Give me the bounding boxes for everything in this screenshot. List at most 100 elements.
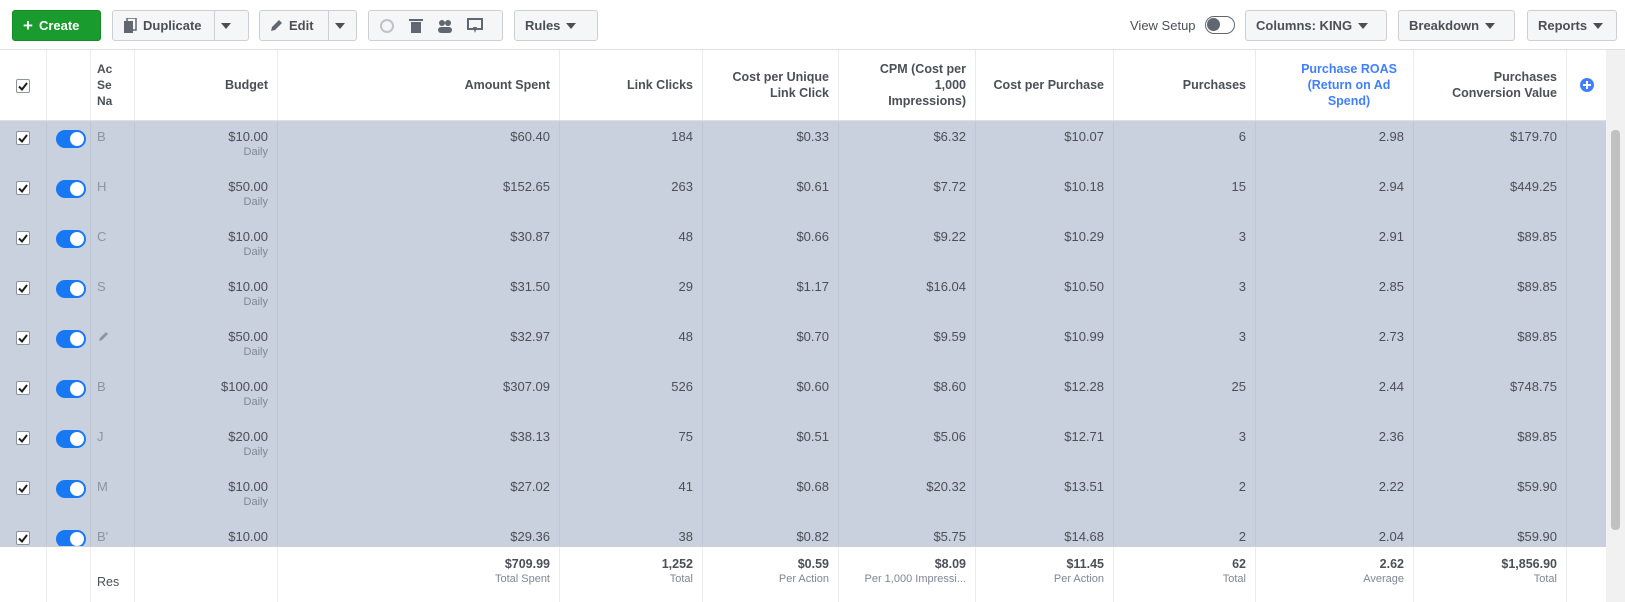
footer-blank <box>1567 547 1606 602</box>
column-header[interactable]: Purchases Conversion Value <box>1414 50 1567 120</box>
column-header[interactable]: Purchases <box>1114 50 1256 120</box>
metric-cell: $14.68 <box>976 521 1114 546</box>
row-toggle[interactable] <box>47 321 91 371</box>
column-header[interactable]: Cost per Purchase <box>976 50 1114 120</box>
purchases: 6 <box>1238 129 1246 144</box>
ad-set-name[interactable]: S <box>97 279 106 294</box>
row-checkbox[interactable] <box>0 221 47 271</box>
header-text[interactable]: Budget <box>135 50 278 120</box>
row-toggle[interactable] <box>47 371 91 421</box>
row-toggle[interactable] <box>47 421 91 471</box>
create-button[interactable]: + Create <box>12 10 101 41</box>
row-toggle[interactable] <box>47 221 91 271</box>
table-body: B $10.00 Daily $60.40 184 $0.33 $6.32 $10.07 6 2.… <box>0 121 1606 546</box>
delete-icon[interactable] <box>409 18 423 34</box>
spacer <box>1567 371 1606 421</box>
table-row: B' $10.00 $29.36 38 $0.82 $5.75 $14.68 2 2.04 $59… <box>0 521 1606 546</box>
budget[interactable]: $10.00 <box>228 279 268 294</box>
metric-cell: $30.87 <box>278 221 560 271</box>
breakdown-button[interactable]: Breakdown <box>1398 10 1515 41</box>
metric-cell: 2.36 <box>1256 421 1414 471</box>
ad-set-name[interactable]: M <box>97 479 108 494</box>
value: $748.75 <box>1510 379 1557 394</box>
audience-icon[interactable] <box>437 18 453 34</box>
metric-cell: $20.32 <box>839 471 976 521</box>
row-checkbox[interactable] <box>0 171 47 221</box>
columns-button[interactable]: Columns: KING <box>1245 10 1387 41</box>
total-value: $0.59 <box>797 557 829 571</box>
reports-button[interactable]: Reports <box>1527 10 1617 41</box>
table-footer: Res $709.99 Total Spent 1,252 Total $0.59 Per … <box>0 546 1606 602</box>
budget-cell: $10.00 Daily <box>135 221 278 271</box>
metric-cell: $0.51 <box>703 421 839 471</box>
ad-set-name[interactable]: C <box>97 229 107 244</box>
budget[interactable]: $10.00 <box>228 129 268 144</box>
metric-cell: 2.44 <box>1256 371 1414 421</box>
budget[interactable]: $100.00 <box>221 379 268 394</box>
row-checkbox[interactable] <box>0 371 47 421</box>
budget[interactable]: $50.00 <box>228 329 268 344</box>
metric-cell: $5.06 <box>839 421 976 471</box>
value: $59.90 <box>1517 479 1557 494</box>
label: Duplicate <box>143 18 202 33</box>
row-checkbox[interactable] <box>0 471 47 521</box>
row-checkbox[interactable] <box>0 521 47 546</box>
cpp: $10.99 <box>1064 329 1104 344</box>
edit-button[interactable]: Edit <box>259 10 357 41</box>
budget[interactable]: $10.00 <box>228 229 268 244</box>
cpc: $0.68 <box>796 479 829 494</box>
name-header[interactable]: Ac Se Na <box>91 50 135 120</box>
column-header[interactable]: Link Clicks <box>560 50 703 120</box>
budget-type: Daily <box>243 246 268 258</box>
column-header[interactable]: Amount Spent <box>278 50 560 120</box>
budget[interactable]: $10.00 <box>228 529 268 544</box>
ad-set-name[interactable]: B <box>97 379 106 394</box>
preview-icon[interactable] <box>467 17 483 34</box>
total-label: Total <box>669 573 693 585</box>
select-all[interactable] <box>0 50 47 120</box>
scrollbar[interactable] <box>1606 50 1625 602</box>
label: Breakdown <box>1409 18 1480 33</box>
metric-cell: $10.07 <box>976 121 1114 171</box>
column-header[interactable]: CPM (Cost per 1,000 Impressions) <box>839 50 976 120</box>
row-toggle[interactable] <box>47 121 91 171</box>
metric-cell: 15 <box>1114 171 1256 221</box>
budget-type: Daily <box>243 346 268 358</box>
row-toggle[interactable] <box>47 171 91 221</box>
ad-set-name[interactable]: J <box>97 429 104 444</box>
total-value: 1,252 <box>661 557 693 571</box>
table-header: Ac Se Na Budget Amount Spent Link Clicks Cost … <box>0 50 1606 121</box>
duplicate-button[interactable]: Duplicate <box>112 10 249 41</box>
undo-icon[interactable] <box>379 18 395 34</box>
metric-cell: 38 <box>560 521 703 546</box>
column-header[interactable]: Cost per Unique Link Click <box>703 50 839 120</box>
cpp: $13.51 <box>1064 479 1104 494</box>
row-toggle[interactable] <box>47 521 91 546</box>
column-header[interactable]: Purchase ROAS (Return on Ad Spend) <box>1256 50 1414 120</box>
view-setup-toggle[interactable] <box>1205 16 1235 34</box>
metric-cell: $152.65 <box>278 171 560 221</box>
metric-cell: $0.70 <box>703 321 839 371</box>
total-value: $11.45 <box>1066 557 1104 571</box>
header-text: Purchases <box>1182 78 1246 92</box>
rules-button[interactable]: Rules <box>514 10 598 41</box>
row-toggle[interactable] <box>47 471 91 521</box>
cpc: $0.70 <box>796 329 829 344</box>
budget[interactable]: $50.00 <box>228 179 268 194</box>
budget-cell: $100.00 Daily <box>135 371 278 421</box>
row-toggle[interactable] <box>47 271 91 321</box>
roas: 2.94 <box>1378 179 1404 194</box>
ad-set-name[interactable]: H <box>97 179 107 194</box>
row-checkbox[interactable] <box>0 421 47 471</box>
row-checkbox[interactable] <box>0 321 47 371</box>
ad-set-name[interactable]: B' <box>97 529 109 544</box>
metric-cell: $10.50 <box>976 271 1114 321</box>
ad-set-name[interactable]: B <box>97 129 106 144</box>
budget[interactable]: $20.00 <box>228 429 268 444</box>
add-column[interactable] <box>1567 50 1606 120</box>
budget[interactable]: $10.00 <box>228 479 268 494</box>
row-checkbox[interactable] <box>0 121 47 171</box>
metric-cell: $1.17 <box>703 271 839 321</box>
total-value: 62 <box>1232 557 1246 571</box>
row-checkbox[interactable] <box>0 271 47 321</box>
